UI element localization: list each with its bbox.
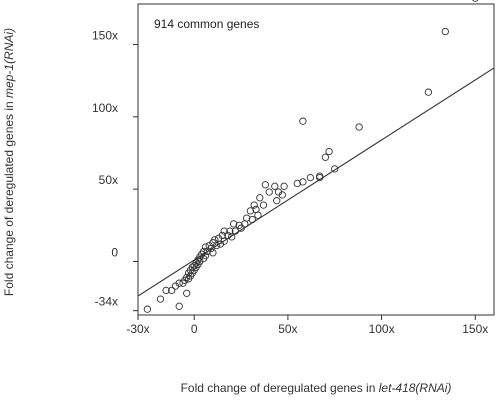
regression-line: [138, 67, 494, 297]
data-point: [248, 215, 256, 224]
fit-line-layer: [138, 67, 494, 297]
data-point: [261, 181, 270, 189]
data-point: [254, 211, 262, 219]
data-point: [321, 153, 330, 161]
data-point: [278, 191, 286, 199]
y-tick-label: 0: [111, 245, 118, 259]
data-point: [246, 207, 255, 215]
points-layer: [143, 0, 479, 313]
y-axis-title-prefix: Fold change of deregulated genes in: [2, 98, 16, 296]
data-point: [256, 194, 264, 202]
data-point: [228, 233, 236, 241]
plot-frame: [137, 3, 495, 316]
data-point: [216, 240, 225, 248]
x-tick-label: 150x: [462, 322, 488, 336]
data-point: [168, 286, 176, 295]
data-point: [201, 243, 210, 251]
data-point: [241, 220, 249, 228]
y-tick-label: -34x: [95, 295, 118, 309]
y-axis: -34x 0 50x 100x 150x: [92, 29, 138, 312]
y-axis-title: Fold change of deregulated genes in mep-…: [2, 28, 16, 296]
data-point: [179, 279, 187, 287]
x-axis-title: Fold change of deregulated genes in let-…: [181, 381, 452, 395]
data-point: [229, 220, 238, 228]
data-point: [190, 262, 198, 270]
data-point: [224, 231, 232, 240]
x-tick-label: 100x: [369, 322, 395, 336]
y-tick-label: 50x: [99, 173, 118, 187]
data-point: [331, 165, 339, 173]
data-point: [472, 0, 479, 2]
x-tick-label: 0: [191, 322, 198, 336]
data-point: [171, 282, 180, 290]
data-point: [231, 227, 240, 235]
data-point: [250, 201, 258, 209]
y-tick-label: 100x: [92, 101, 118, 115]
y-axis-title-gene: mep-1(RNAi): [2, 28, 16, 98]
data-point: [273, 197, 281, 205]
data-point: [280, 182, 288, 190]
data-point: [293, 179, 301, 188]
x-axis: -30x 0 50x 100x 150x: [126, 315, 488, 336]
gene-count-annotation: 914 common genes: [154, 17, 259, 31]
data-point: [299, 117, 307, 125]
data-point: [316, 173, 324, 182]
data-point: [184, 275, 193, 283]
data-point: [203, 247, 211, 256]
data-point: [220, 227, 228, 235]
data-point: [265, 188, 273, 196]
data-point: [237, 224, 245, 232]
data-point: [183, 289, 191, 297]
data-point: [355, 123, 363, 131]
data-point: [209, 249, 217, 257]
data-point: [271, 182, 279, 190]
data-point: [259, 201, 268, 209]
data-point: [156, 295, 165, 303]
data-point: [162, 286, 170, 295]
data-point: [316, 172, 324, 180]
data-point: [175, 302, 183, 310]
x-tick-label: -30x: [126, 322, 149, 336]
data-point: [424, 88, 433, 96]
data-point: [306, 173, 315, 182]
x-tick-label: 50x: [278, 322, 297, 336]
data-point: [143, 305, 152, 313]
data-point: [213, 241, 221, 250]
data-point: [325, 147, 333, 156]
x-axis-title-prefix: Fold change of deregulated genes in: [181, 381, 379, 395]
x-axis-title-gene: let-418(RNAi): [379, 381, 452, 395]
data-point: [441, 27, 449, 36]
y-tick-label: 150x: [92, 29, 118, 43]
data-point: [299, 178, 307, 186]
